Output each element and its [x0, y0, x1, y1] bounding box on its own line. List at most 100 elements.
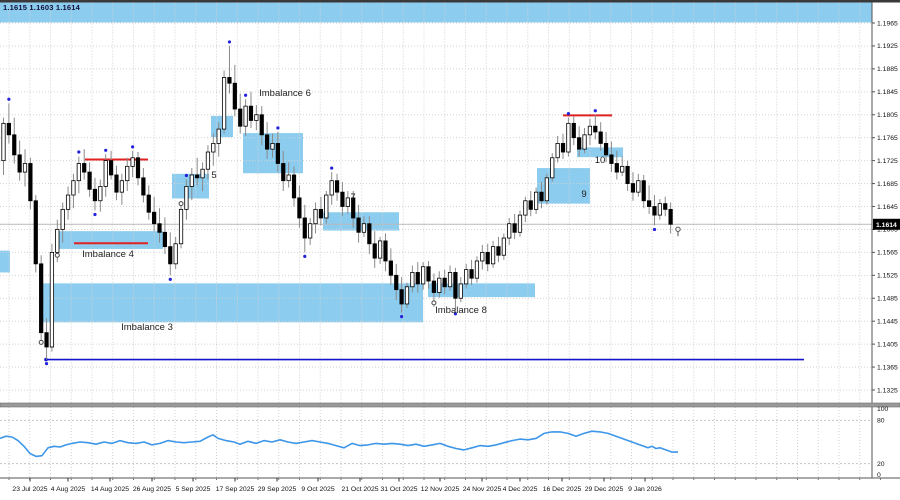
candle	[620, 165, 625, 173]
fractal-dot-down	[453, 312, 458, 316]
date-tick-label: 29 Sep 2025	[258, 486, 297, 493]
candle	[135, 157, 141, 179]
osc-scale-label: 80	[877, 418, 885, 425]
candle	[254, 114, 259, 121]
date-tick-label: 29 Dec 2025	[585, 486, 624, 493]
candle	[248, 105, 254, 121]
candle	[82, 163, 87, 173]
price-tick-label: 1.1565	[877, 250, 898, 257]
current-price-label: 1.1614	[876, 222, 897, 229]
candle	[544, 177, 549, 202]
candle	[367, 223, 372, 245]
candle	[189, 174, 194, 187]
imbalance-zone-top-band[interactable]	[0, 2, 872, 23]
candle	[146, 194, 151, 213]
candle	[410, 272, 415, 288]
candle	[566, 122, 571, 153]
candle	[550, 157, 555, 179]
candle	[12, 134, 17, 156]
candle	[275, 143, 280, 164]
candle	[22, 163, 28, 173]
candle	[152, 211, 157, 225]
candle	[44, 332, 49, 348]
imbalance-zone-box-7[interactable]	[323, 212, 399, 231]
candle	[130, 157, 135, 167]
candle	[555, 143, 560, 159]
marker-circle	[38, 339, 44, 345]
price-tick-label: 1.1605	[877, 227, 898, 234]
panel-divider[interactable]	[0, 402, 900, 408]
annotation-label: Imbalance 6	[259, 88, 311, 99]
date-tick-label: 12 Nov 2025	[421, 486, 460, 493]
annotation-label: 10	[595, 155, 606, 166]
candle	[447, 272, 453, 288]
candle	[507, 223, 512, 239]
candle	[195, 174, 200, 179]
price-tick-label: 1.1965	[877, 20, 898, 27]
marker-circle	[54, 252, 60, 258]
top-strip	[0, 0, 900, 3]
candle	[200, 168, 205, 179]
price-tick-label: 1.1325	[877, 387, 898, 394]
candle	[334, 180, 340, 193]
candle	[351, 197, 356, 219]
candle	[259, 114, 264, 136]
price-tick-label: 1.1405	[877, 341, 898, 348]
marker-circle	[431, 300, 437, 306]
price-tick-label: 1.1845	[877, 89, 898, 96]
candle	[286, 174, 291, 182]
imbalance-zone-imbalance-4[interactable]	[59, 231, 163, 249]
candle	[324, 194, 329, 219]
candle	[512, 223, 517, 233]
imbalance-zone-imbalance-3[interactable]	[40, 283, 423, 323]
fractal-dot-up	[77, 150, 81, 154]
date-tick-label: 5 Sep 2025	[176, 486, 211, 493]
date-tick-label: 26 Aug 2025	[133, 486, 171, 493]
candle	[437, 277, 442, 293]
fractal-dot-up	[104, 148, 108, 152]
date-tick-label: 23 Jul 2025	[12, 486, 47, 493]
candle	[356, 217, 361, 233]
candle	[71, 180, 76, 196]
date-tick-label: 16 Dec 2025	[543, 486, 582, 493]
candle	[630, 183, 636, 193]
candle	[469, 269, 474, 279]
candle	[625, 165, 630, 184]
annotation-label: 5	[211, 170, 216, 181]
price-tick-label: 1.1445	[877, 318, 898, 325]
fractal-dot-down	[93, 212, 97, 217]
date-tick-label: 14 Aug 2025	[91, 486, 129, 493]
candle	[598, 131, 603, 144]
osc-scale-label: 100	[877, 406, 889, 413]
candle	[291, 174, 297, 199]
candle	[76, 163, 81, 182]
hline-endpoint-dot	[44, 357, 48, 362]
imbalance-zone-left-box[interactable]	[0, 250, 10, 273]
price-tick-label: 1.1805	[877, 112, 898, 119]
candle	[464, 269, 469, 285]
candle	[458, 283, 463, 299]
candle	[265, 134, 270, 150]
candle	[431, 280, 437, 293]
candle	[49, 251, 55, 348]
annotation-label: Imbalance 4	[82, 249, 134, 260]
annotation-label: Imbalance 8	[435, 305, 487, 316]
annotation-label: Imbalance 3	[121, 322, 173, 333]
marker-circle	[178, 201, 184, 207]
candle	[103, 160, 108, 187]
fractal-dot-up	[184, 173, 189, 178]
candle	[404, 286, 410, 305]
price-tick-label: 1.1765	[877, 135, 898, 142]
candle	[302, 217, 307, 239]
osc-scale-label: 0	[877, 472, 881, 479]
imbalance-zone-box-10[interactable]	[577, 147, 623, 158]
candle	[211, 143, 216, 153]
fractal-dot-up	[244, 93, 248, 97]
candle	[87, 171, 92, 190]
candle	[340, 191, 345, 207]
candle	[157, 223, 162, 233]
price-tick-label: 1.1725	[877, 158, 898, 165]
candle	[394, 274, 399, 291]
